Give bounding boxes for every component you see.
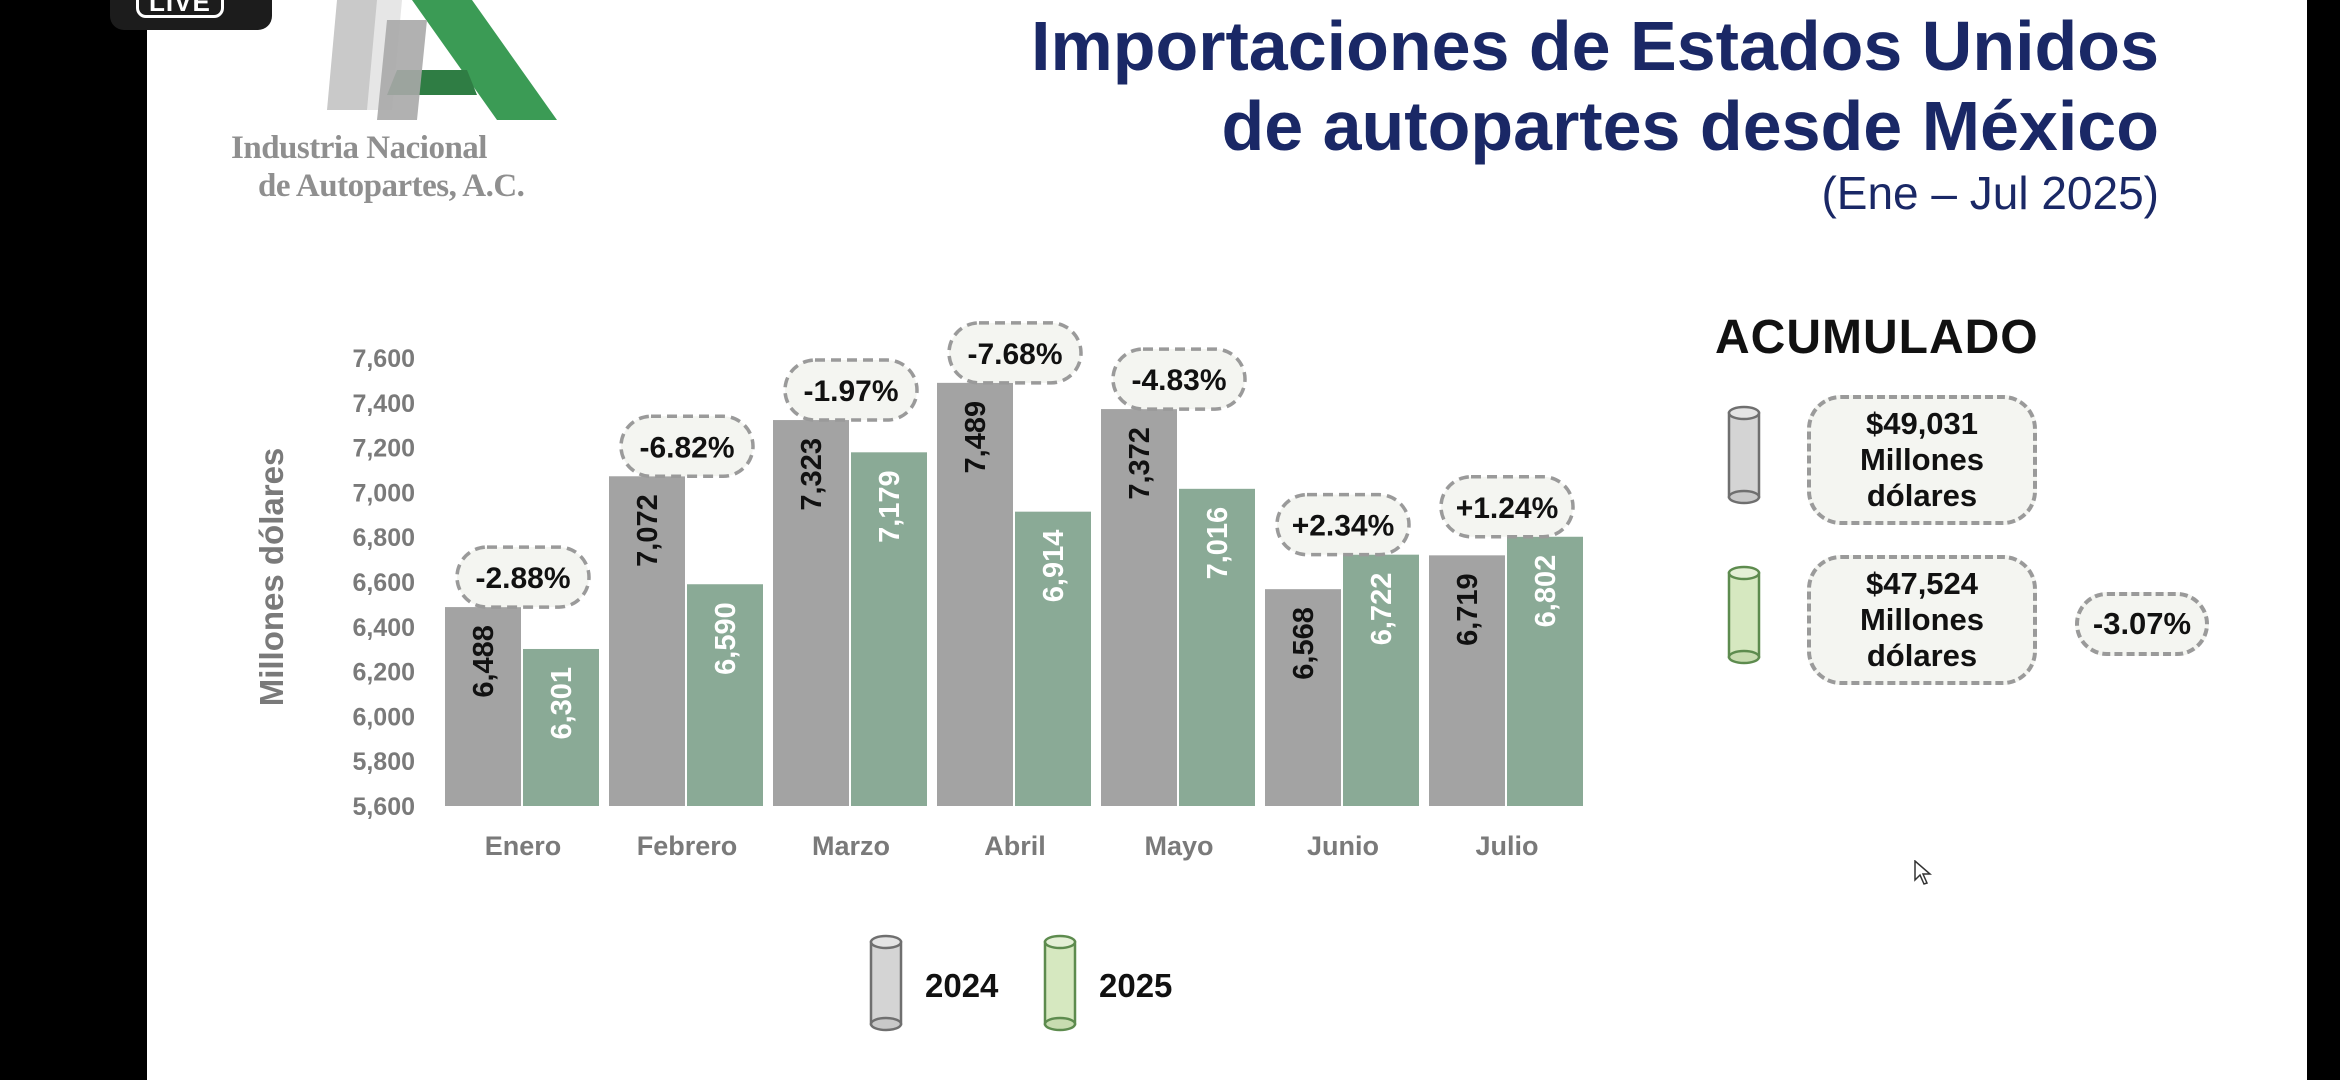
change-pill (455, 545, 591, 609)
bar-2024-junio (1265, 589, 1341, 806)
legend-swatch-bottom (869, 1016, 903, 1032)
bar-2025-enero (523, 648, 599, 806)
bar-chart: 6,488 6,301 7,072 6,590 7,323 7,179 7,489 6,914… (253, 321, 1583, 1032)
acumulado-2025-box: $47,524 Millones dólares (1807, 555, 2037, 685)
y-tick-label: 6,600 (352, 569, 415, 597)
y-tick-label: 7,600 (352, 345, 415, 373)
bar-value-label: 7,489 (960, 401, 992, 474)
bar-value-label: 6,568 (1288, 607, 1320, 680)
change-pill-label: -4.83% (1131, 364, 1226, 397)
title-line-2: de autopartes desde México (1221, 87, 2159, 165)
change-pill (1111, 347, 1247, 411)
cylinder-2024-icon (1727, 405, 1761, 505)
acumulado-2025-unit: Millones (1859, 602, 1984, 637)
legend-swatch-2024 (869, 940, 903, 1026)
legend-swatch-bottom (1043, 1016, 1077, 1032)
change-pill (1275, 492, 1411, 557)
bar-2024-abril (937, 382, 1013, 806)
change-pill-label: +1.24% (1456, 492, 1559, 525)
bar-value-label: 7,372 (1124, 427, 1156, 500)
logo: Industria Nacional de Autopartes, A.C. (227, 0, 587, 210)
change-pill-label: +2.34% (1292, 510, 1395, 543)
mouse-cursor-icon (1914, 860, 1932, 885)
acumulado-2024-amount: $49,031 (1865, 406, 1979, 441)
change-pill (619, 414, 755, 479)
x-tick-label: Abril (984, 831, 1046, 861)
acumulado-2025-currency: dólares (1866, 638, 1978, 673)
x-tick-label: Mayo (1144, 831, 1213, 861)
bar-value-label: 6,914 (1038, 530, 1070, 603)
bar-2024-julio (1429, 555, 1505, 806)
legend-swatch-top (1043, 934, 1077, 950)
x-tick-label: Enero (485, 831, 562, 861)
y-tick-label: 6,200 (352, 659, 415, 687)
title-line-1: Importaciones de Estados Unidos (1031, 7, 2159, 85)
bar-2024-marzo (773, 420, 849, 806)
live-badge: LIVE (110, 0, 272, 30)
bar-2025-mayo (1179, 488, 1255, 806)
acumulado-2024-unit: Millones (1859, 442, 1984, 477)
slide: Industria Nacional de Autopartes, A.C. I… (147, 0, 2307, 1080)
change-pill-label: -2.88% (475, 562, 570, 595)
y-tick-label: 7,400 (352, 390, 415, 418)
cylinder-2025-icon (1727, 565, 1761, 665)
y-tick-label: 5,800 (352, 748, 415, 776)
y-tick-label: 7,200 (352, 435, 415, 463)
x-tick-label: Febrero (637, 831, 738, 861)
acumulado-2024-currency: dólares (1866, 478, 1978, 513)
bar-2024-mayo (1101, 409, 1177, 806)
bar-value-label: 6,590 (710, 602, 742, 675)
bar-value-label: 7,179 (874, 470, 906, 543)
bar-2024-enero (445, 607, 521, 806)
change-pill-label: -1.97% (803, 375, 898, 408)
bar-2025-junio (1343, 554, 1419, 806)
bar-2025-febrero (687, 584, 763, 806)
bar-value-label: 6,722 (1366, 573, 1398, 646)
change-pill-label: -6.82% (639, 431, 734, 464)
x-tick-label: Julio (1475, 831, 1538, 861)
y-tick-label: 6,800 (352, 524, 415, 552)
bar-2025-abril (1015, 511, 1091, 806)
y-tick-label: 7,000 (352, 479, 415, 507)
x-tick-label: Junio (1307, 831, 1379, 861)
bar-value-label: 6,301 (546, 667, 578, 740)
legend-label: 2025 (1099, 967, 1172, 1004)
logo-line-2: de Autopartes, A.C. (258, 168, 525, 204)
acumulado-2025-amount: $47,524 (1865, 566, 1979, 601)
legend-swatch-top (869, 934, 903, 950)
logo-line-1: Industria Nacional (231, 130, 487, 166)
bar-value-label: 6,719 (1452, 573, 1484, 646)
change-pill-label: -7.68% (967, 338, 1062, 371)
bar-value-label: 6,488 (468, 625, 500, 698)
bar-2024-febrero (609, 476, 685, 806)
page-subtitle: (Ene – Jul 2025) (1821, 167, 2159, 219)
page-title: Importaciones de Estados Unidos de autop… (1031, 6, 2159, 166)
y-tick-label: 5,600 (352, 793, 415, 821)
change-pill (1439, 475, 1575, 539)
y-axis-label: Millones dólares (253, 448, 290, 707)
bar-value-label: 7,016 (1202, 507, 1234, 580)
acumulado-change-badge: -3.07% (2075, 592, 2209, 656)
acumulado-2024-box: $49,031 Millones dólares (1807, 395, 2037, 525)
bar-value-label: 6,802 (1530, 555, 1562, 628)
x-tick-label: Marzo (812, 831, 890, 861)
bar-value-label: 7,072 (632, 494, 664, 567)
bar-2025-marzo (851, 452, 927, 806)
change-pill (783, 358, 919, 422)
y-tick-label: 6,000 (352, 703, 415, 731)
live-badge-label: LIVE (136, 0, 224, 18)
acumulado-title: ACUMULADO (1715, 311, 2039, 364)
legend-swatch-2025 (1043, 940, 1077, 1026)
legend-label: 2024 (925, 967, 999, 1004)
change-pill (947, 321, 1083, 385)
bar-value-label: 7,323 (796, 438, 828, 511)
logo-mark (327, 0, 557, 120)
bar-2025-julio (1507, 536, 1583, 806)
y-tick-label: 6,400 (352, 614, 415, 642)
